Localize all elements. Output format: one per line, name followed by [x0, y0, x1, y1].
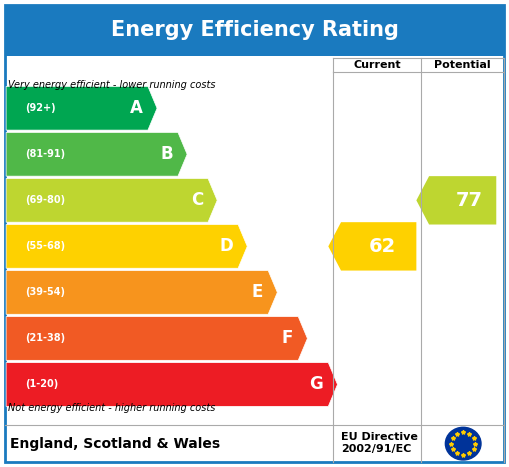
Text: B: B: [160, 145, 173, 163]
Polygon shape: [416, 176, 496, 225]
Text: (21-38): (21-38): [25, 333, 66, 343]
Text: Current: Current: [354, 60, 401, 71]
Polygon shape: [6, 363, 337, 406]
FancyBboxPatch shape: [5, 5, 504, 56]
Text: Energy Efficiency Rating: Energy Efficiency Rating: [110, 21, 399, 40]
Text: (81-91): (81-91): [25, 149, 66, 159]
Text: C: C: [191, 191, 203, 209]
Text: D: D: [219, 237, 233, 255]
Text: A: A: [130, 99, 143, 117]
Polygon shape: [6, 317, 307, 361]
Circle shape: [445, 427, 481, 460]
Text: 2002/91/EC: 2002/91/EC: [341, 444, 411, 454]
Text: F: F: [282, 329, 293, 347]
FancyBboxPatch shape: [5, 5, 504, 462]
Polygon shape: [6, 133, 187, 176]
Text: 62: 62: [369, 237, 396, 256]
Text: Not energy efficient - higher running costs: Not energy efficient - higher running co…: [8, 403, 215, 413]
Polygon shape: [6, 225, 247, 268]
Text: 77: 77: [456, 191, 483, 210]
Text: (55-68): (55-68): [25, 241, 66, 251]
Text: (39-54): (39-54): [25, 287, 66, 297]
Text: (92+): (92+): [25, 103, 56, 113]
Text: EU Directive: EU Directive: [341, 432, 418, 442]
Text: (69-80): (69-80): [25, 195, 66, 205]
Polygon shape: [6, 270, 277, 314]
Text: England, Scotland & Wales: England, Scotland & Wales: [10, 437, 220, 451]
Polygon shape: [6, 86, 157, 130]
Polygon shape: [6, 178, 217, 222]
Text: Potential: Potential: [434, 60, 491, 71]
Text: Very energy efficient - lower running costs: Very energy efficient - lower running co…: [8, 80, 215, 90]
Polygon shape: [328, 222, 416, 270]
Text: G: G: [309, 375, 323, 394]
Text: E: E: [252, 283, 263, 301]
Text: (1-20): (1-20): [25, 380, 59, 389]
